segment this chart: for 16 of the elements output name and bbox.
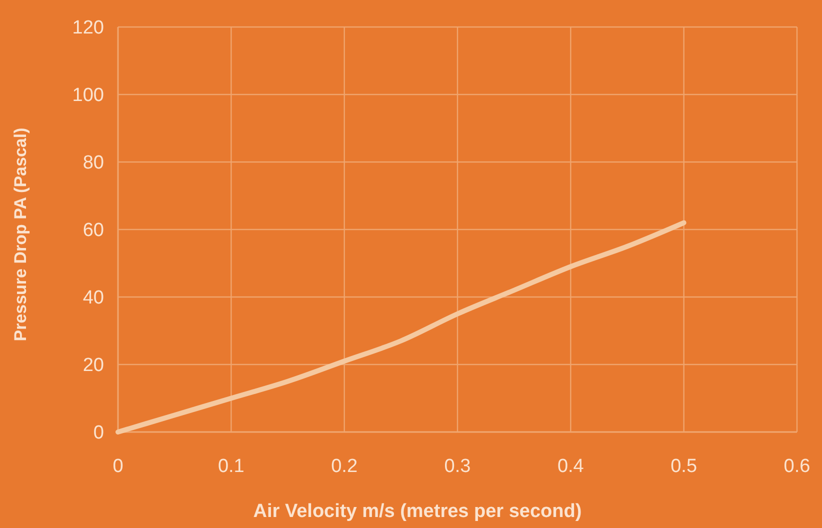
x-tick-label: 0: [112, 456, 124, 477]
x-tick-label: 0.2: [331, 456, 358, 477]
x-tick-label: 0.5: [670, 456, 698, 477]
y-tick-label: 100: [72, 85, 104, 106]
y-tick-label: 0: [93, 422, 104, 444]
x-axis-title: Air Velocity m/s (metres per second): [253, 501, 582, 522]
x-tick-label: 0.1: [218, 456, 244, 477]
x-tick-label: 0.3: [444, 456, 471, 477]
y-tick-label: 60: [82, 220, 104, 242]
y-axis-title: Pressure Drop PA (Pascal): [11, 128, 30, 342]
x-tick-label: 0.6: [784, 456, 810, 477]
y-tick-label: 20: [82, 355, 104, 376]
y-tick-label: 40: [82, 288, 104, 309]
y-tick-label: 120: [72, 18, 104, 39]
y-tick-label: 80: [82, 152, 104, 174]
x-tick-label: 0.4: [557, 456, 584, 477]
